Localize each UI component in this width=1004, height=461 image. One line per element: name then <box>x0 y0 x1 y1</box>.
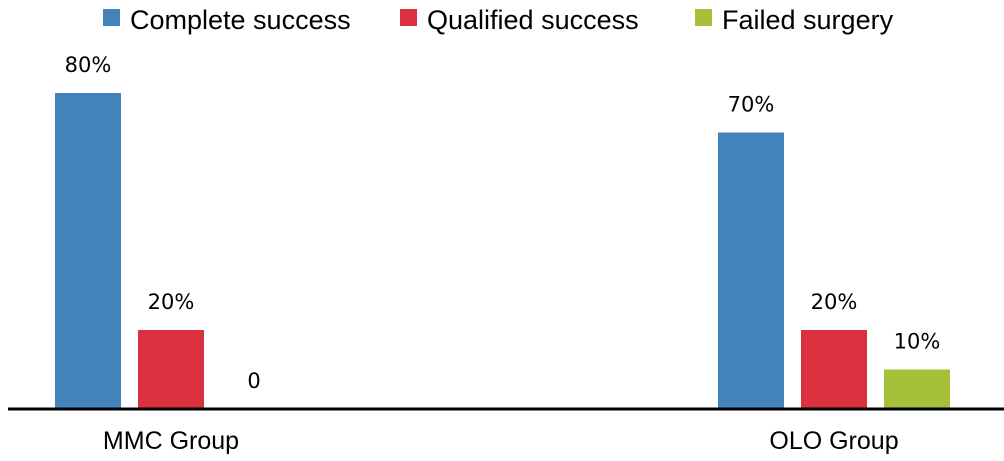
data-label-1-1: 80% <box>65 53 112 77</box>
legend-label-1: Complete success <box>130 5 351 35</box>
bar-2-1 <box>718 132 784 409</box>
data-label-1-3: 0 <box>247 369 260 393</box>
category-label-2: OLO Group <box>769 427 898 455</box>
data-label-2-3: 10% <box>894 330 941 354</box>
legend-label-3: Failed surgery <box>722 5 894 35</box>
chart-data-labels: 80% 20% 0 70% 20% 10% <box>65 53 941 393</box>
chart-legend: Complete success Qualified success Failed … <box>103 5 894 35</box>
data-label-2-1: 70% <box>728 93 775 117</box>
bar-2-2 <box>801 330 867 409</box>
chart-bars <box>55 93 950 409</box>
data-label-1-2: 20% <box>148 290 195 314</box>
chart-category-labels: MMC Group OLO Group <box>103 427 899 455</box>
data-label-2-2: 20% <box>811 290 858 314</box>
bar-1-1 <box>55 93 121 409</box>
legend-swatch-1 <box>103 9 120 26</box>
bar-2-3 <box>884 369 950 409</box>
category-label-1: MMC Group <box>103 427 239 455</box>
legend-swatch-2 <box>400 9 417 26</box>
bar-1-2 <box>138 330 204 409</box>
legend-label-2: Qualified success <box>427 5 639 35</box>
legend-swatch-3 <box>695 9 712 26</box>
